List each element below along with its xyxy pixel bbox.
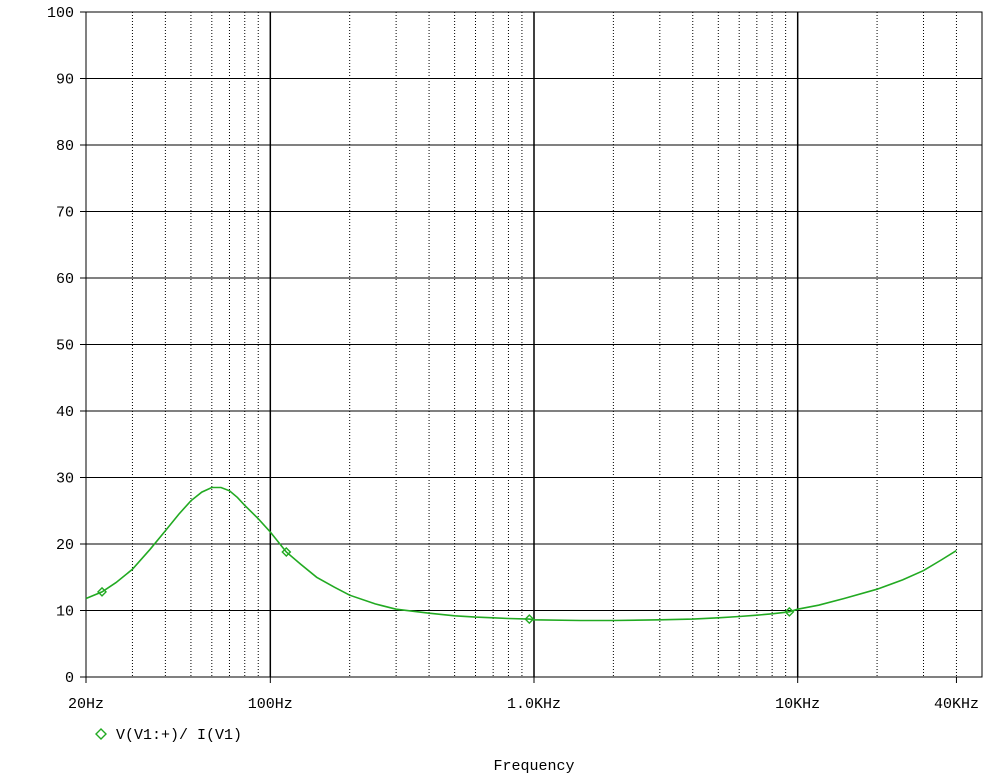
data-marker [524,614,535,625]
x-tick-label: 100Hz [248,696,293,713]
series-markers [97,546,795,625]
y-tick-label: 0 [65,670,74,687]
y-tick-label: 10 [56,604,74,621]
y-tick-labels: 0 10 20 30 40 50 60 70 80 90 100 [47,5,86,687]
y-tick-label: 40 [56,404,74,421]
x-tick-label: 1.0KHz [507,696,561,713]
y-tick-label: 70 [56,205,74,222]
legend: V(V1:+)/ I(V1) [95,727,242,744]
data-marker [281,546,292,557]
y-tick-label: 100 [47,5,74,22]
grid-lines [85,11,983,678]
y-tick-label: 60 [56,271,74,288]
y-tick-label: 80 [56,138,74,155]
x-tick-labels: 20Hz 100Hz 1.0KHz 10KHz 40KHz [68,677,979,713]
x-axis-label: Frequency [493,758,574,775]
x-tick-label: 20Hz [68,696,104,713]
legend-label: V(V1:+)/ I(V1) [116,727,242,744]
legend-marker-icon [95,728,107,740]
series-line [85,486,957,622]
data-marker [97,586,107,597]
x-tick-label: 40KHz [934,696,979,713]
y-tick-label: 30 [56,471,74,488]
y-tick-label: 20 [56,537,74,554]
data-marker [784,606,795,617]
x-tick-label: 10KHz [775,696,820,713]
y-tick-label: 90 [56,72,74,89]
y-tick-label: 50 [56,338,74,355]
